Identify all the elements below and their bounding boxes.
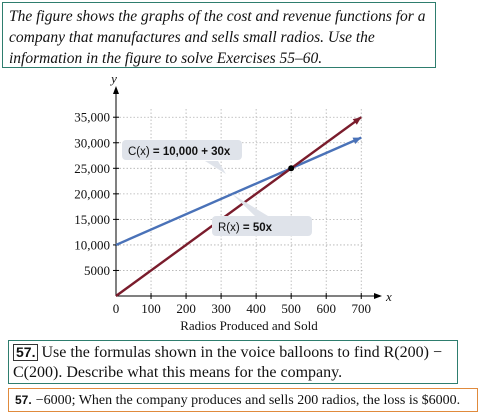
answer-box: 57. −6000; When the company produces and … — [8, 388, 478, 412]
x-axis-letter: x — [385, 289, 392, 304]
x-tick-label: 300 — [211, 301, 231, 316]
cost-line-arrow — [352, 137, 362, 145]
intersection-point — [288, 165, 295, 172]
tick-labels: 500010,00015,00020,00025,00030,00035,000… — [74, 71, 392, 333]
x-tick-label: 0 — [113, 301, 120, 316]
y-tick-label: 5000 — [84, 263, 110, 278]
question-text: Use the formulas shown in the voice ball… — [13, 344, 442, 381]
x-axis-arrow — [374, 293, 382, 299]
y-tick-label: 35,000 — [74, 110, 110, 125]
balloon-tail — [232, 194, 268, 216]
y-tick-label: 15,000 — [74, 212, 110, 227]
y-tick-label: 30,000 — [74, 135, 110, 150]
intro-text-box: The figure shows the graphs of the cost … — [2, 2, 436, 68]
answer-number: 57. — [15, 393, 32, 407]
x-tick-label: 700 — [351, 301, 371, 316]
x-tick-label: 500 — [281, 301, 301, 316]
y-tick-label: 25,000 — [74, 161, 110, 176]
function-formula: = 10,000 + 30x — [150, 146, 231, 158]
grid — [116, 109, 364, 296]
cost-revenue-chart: 500010,00015,00020,00025,00030,00035,000… — [74, 71, 392, 333]
function-formula: = 50x — [240, 222, 273, 234]
question-number: 57. — [13, 344, 39, 361]
function-name: C(x) — [128, 146, 150, 158]
x-tick-label: 400 — [246, 301, 266, 316]
balloon-background — [122, 140, 242, 160]
balloon-tail — [205, 161, 226, 174]
x-tick-label: 200 — [176, 301, 196, 316]
x-axis-label: Radios Produced and Sold — [180, 318, 318, 333]
x-tick-label: 100 — [141, 301, 161, 316]
answer-text: −6000; When the company produces and sel… — [35, 393, 461, 408]
chart-container: 5000 10,000 15,000 20,000 25,000 30,000 35,000… — [0, 70, 485, 338]
y-axis-arrow — [113, 86, 119, 94]
y-tick-label: 20,000 — [74, 186, 110, 201]
revenue-line — [115, 116, 362, 297]
y-tick-label: 10,000 — [74, 237, 110, 252]
balloon-background — [212, 216, 312, 236]
x-tick-label: 600 — [316, 301, 336, 316]
axes — [113, 86, 382, 299]
revenue-line-arrow — [352, 117, 362, 125]
revenue-function-label: R(x) = 50x — [218, 222, 273, 234]
cost-line — [115, 136, 362, 247]
function-name: R(x) — [218, 222, 240, 234]
cost-function-label: C(x) = 10,000 + 30x — [128, 146, 231, 158]
question-box: 57. Use the formulas shown in the voice b… — [8, 340, 458, 384]
series-lines — [115, 116, 362, 297]
y-axis-letter: y — [109, 71, 117, 86]
intro-text: The figure shows the graphs of the cost … — [9, 8, 426, 67]
annotations: C(x) = 10,000 + 30x R(x) = 50x — [122, 140, 312, 236]
